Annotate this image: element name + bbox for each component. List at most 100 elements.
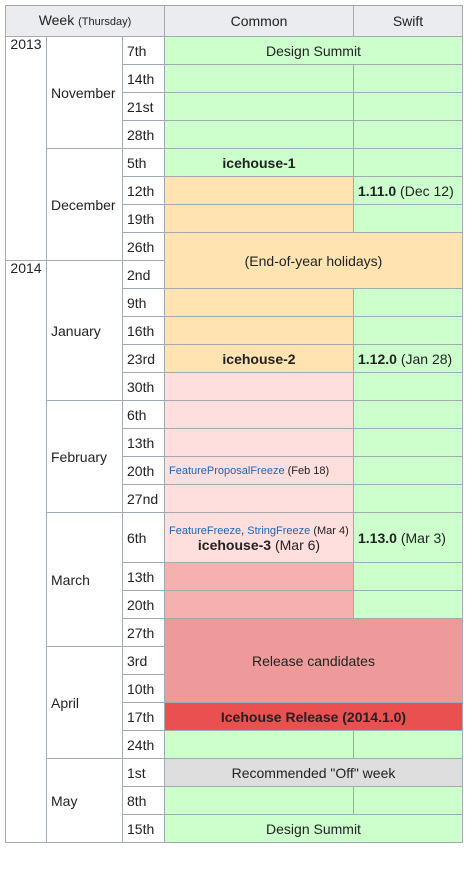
month-january: January <box>46 260 123 401</box>
common-cell <box>164 786 354 815</box>
common-cell <box>164 204 354 233</box>
common-cell <box>164 92 354 121</box>
table-row: 30th <box>6 372 463 401</box>
swift-cell <box>353 590 463 619</box>
day-cell: 27nd <box>122 484 165 513</box>
swift-cell <box>353 372 463 401</box>
day-cell: 28th <box>122 120 165 149</box>
feature-freeze-link[interactable]: FeatureFreeze <box>169 524 242 537</box>
day-cell: 10th <box>122 674 165 703</box>
design-summit-cell: Design Summit <box>164 814 463 843</box>
icehouse-release-cell: Icehouse Release (2014.1.0) <box>164 702 463 731</box>
week-header: Week (Thursday) <box>5 5 165 37</box>
day-cell: 20th <box>122 590 165 619</box>
swift-cell <box>353 428 463 457</box>
month-december: December <box>46 148 123 261</box>
swift-cell <box>353 92 463 121</box>
day-cell: 13th <box>122 562 165 591</box>
common-cell <box>164 120 354 149</box>
table-row: 24th <box>6 730 463 759</box>
year-2013: 2013 <box>5 36 47 261</box>
table-row: 10th <box>6 674 463 703</box>
month-november: November <box>46 36 123 149</box>
common-cell <box>164 590 354 619</box>
common-cell <box>164 64 354 93</box>
day-cell: 17th <box>122 702 165 731</box>
header-row: Week (Thursday) Common Swift <box>5 5 463 37</box>
table-row: December 5th icehouse-1 <box>6 148 463 261</box>
feature-freeze-cell: FeatureFreeze, StringFreeze (Mar 4) iceh… <box>164 512 354 563</box>
swift-cell <box>353 316 463 345</box>
swift-header: Swift <box>353 5 463 37</box>
table-row: 12th 1.11.0 (Dec 12) <box>6 176 463 205</box>
table-row: 14th <box>6 64 463 93</box>
day-cell: 23rd <box>122 344 165 373</box>
day-cell: 6th <box>122 400 165 429</box>
swift-1-11-0-cell: 1.11.0 (Dec 12) <box>353 176 463 205</box>
month-may: May <box>46 758 123 843</box>
table-row: 16th <box>6 316 463 345</box>
table-row: 13th <box>6 562 463 591</box>
table-row: 27nd <box>6 484 463 513</box>
swift-cell <box>353 484 463 513</box>
day-cell: 19th <box>122 204 165 233</box>
day-cell: 14th <box>122 64 165 93</box>
swift-cell <box>353 288 463 317</box>
common-cell <box>164 400 354 429</box>
table-row: April 3rd <box>6 646 463 759</box>
table-row: 13th <box>6 428 463 457</box>
icehouse-1-cell: icehouse-1 <box>164 148 354 177</box>
table-row: 20th <box>6 590 463 619</box>
day-cell: 30th <box>122 372 165 401</box>
day-cell: 12th <box>122 176 165 205</box>
month-april: April <box>46 646 123 759</box>
year-2014: 2014 <box>5 260 47 843</box>
month-february: February <box>46 400 123 513</box>
day-cell: 27th <box>122 618 165 647</box>
day-cell: 2nd <box>122 260 165 289</box>
design-summit-cell: Design Summit <box>164 36 463 65</box>
release-candidates-cell: Release candidates <box>164 618 463 703</box>
table-row: 21st <box>6 92 463 121</box>
day-cell: 9th <box>122 288 165 317</box>
table-row: May 1st Recommended "Off" week <box>6 758 463 843</box>
table-row: 27th Release candidates <box>6 618 463 703</box>
swift-1-13-0-cell: 1.13.0 (Mar 3) <box>353 512 463 563</box>
off-week-cell: Recommended "Off" week <box>164 758 463 787</box>
feature-proposal-freeze-link[interactable]: FeatureProposalFreeze <box>169 464 285 477</box>
table-row: 20th FeatureProposalFreeze (Feb 18) <box>6 456 463 485</box>
string-freeze-link[interactable]: StringFreeze <box>247 524 311 537</box>
table-row: 17th Icehouse Release (2014.1.0) <box>6 702 463 731</box>
table-row: 19th <box>6 204 463 233</box>
table-row: 15th Design Summit <box>6 814 463 843</box>
common-header: Common <box>164 5 354 37</box>
icehouse-3-label: icehouse-3 <box>197 536 272 553</box>
day-cell: 24th <box>122 730 165 759</box>
holidays-cell: (End-of-year holidays) <box>164 232 463 289</box>
swift-1-12-0-cell: 1.12.0 (Jan 28) <box>353 344 463 373</box>
table-row: 8th <box>6 786 463 815</box>
day-cell: 26th <box>122 232 165 261</box>
swift-cell <box>353 786 463 815</box>
icehouse-2-cell: icehouse-2 <box>164 344 354 373</box>
day-cell: 21st <box>122 92 165 121</box>
day-cell: 5th <box>122 148 165 177</box>
swift-cell <box>353 148 463 177</box>
table-row: 9th <box>6 288 463 317</box>
release-schedule-table: Week (Thursday) Common Swift 2013 Novemb… <box>5 5 463 843</box>
table-row: 2014 January 2nd <box>5 260 463 843</box>
common-cell <box>164 372 354 401</box>
day-cell: 20th <box>122 456 165 485</box>
common-cell <box>164 484 354 513</box>
swift-cell <box>353 730 463 759</box>
swift-cell <box>353 456 463 485</box>
day-cell: 7th <box>122 36 165 65</box>
table-row: 2013 November 7th Design Summit <box>5 36 463 261</box>
common-cell <box>164 176 354 205</box>
table-row: March 6th FeatureFreeze, StringFreeze (M… <box>6 512 463 647</box>
table-row: 23rd icehouse-2 1.12.0 (Jan 28) <box>6 344 463 373</box>
common-cell <box>164 288 354 317</box>
table-row: February 6th <box>6 400 463 513</box>
day-cell: 6th <box>122 512 165 563</box>
swift-cell <box>353 120 463 149</box>
